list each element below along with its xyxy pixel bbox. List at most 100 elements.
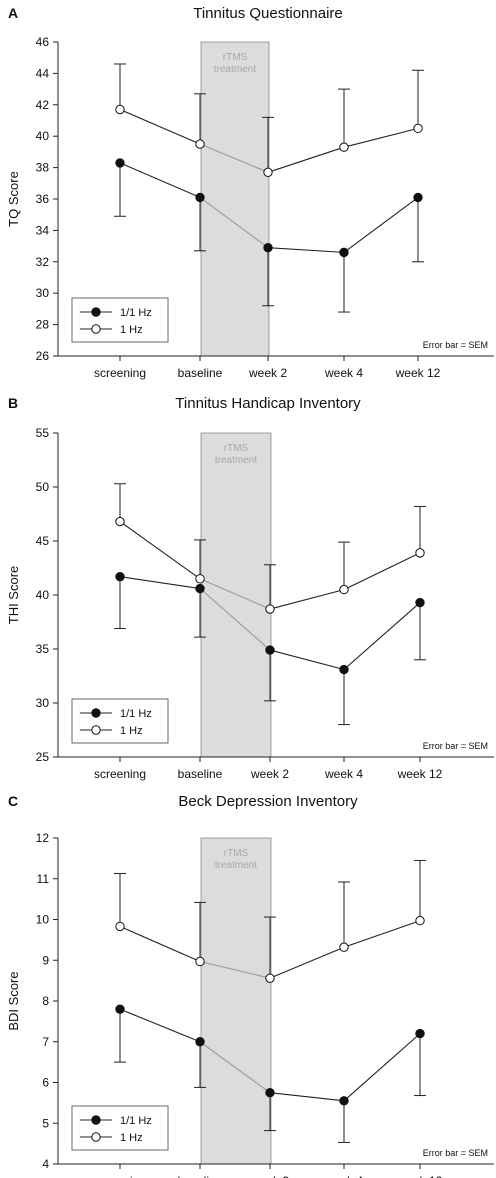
data-point: [265, 1087, 275, 1098]
data-point: [415, 597, 425, 608]
data-point: [415, 1028, 425, 1039]
y-tick-label: 4: [42, 1157, 49, 1171]
chart-title: Tinnitus Questionnaire: [193, 5, 343, 22]
y-tick-label: 38: [36, 161, 50, 175]
y-tick-label: 28: [36, 318, 50, 332]
series-line-segment: [199, 960, 271, 979]
y-tick-label: 26: [36, 349, 50, 363]
x-tick-label: screening: [94, 1174, 146, 1178]
y-tick-label: 30: [36, 286, 50, 300]
series-line-segment: [343, 196, 419, 253]
series-line-segment: [343, 552, 421, 591]
legend-label: 1/1 Hz: [120, 708, 152, 720]
x-tick-label: baseline: [178, 767, 223, 781]
chart-title: Beck Depression Inventory: [178, 793, 358, 810]
series-line-segment: [199, 588, 271, 651]
x-tick-label: week 4: [324, 767, 363, 781]
legend-box: [71, 297, 169, 343]
data-point: [115, 104, 125, 115]
treatment-label: rTMS: [224, 848, 249, 859]
y-tick-label: 45: [36, 534, 50, 548]
data-point: [195, 956, 205, 967]
series-line-segment: [199, 196, 269, 249]
treatment-label: treatment: [215, 455, 257, 466]
series-line-segment: [119, 925, 201, 962]
series-line-segment: [119, 1008, 201, 1043]
y-tick-label: 30: [36, 696, 50, 710]
data-point: [195, 139, 205, 149]
data-point: [413, 192, 423, 203]
treatment-label: treatment: [215, 860, 257, 871]
y-tick-label: 50: [36, 480, 50, 494]
y-tick-label: 25: [36, 750, 50, 764]
data-point: [413, 123, 423, 134]
series-line-segment: [269, 589, 345, 610]
legend-label: 1/1 Hz: [120, 1115, 152, 1127]
data-point: [415, 916, 425, 926]
data-point: [339, 584, 349, 595]
legend-box: [71, 698, 169, 744]
treatment-region: [200, 837, 272, 1165]
legend-marker: [91, 1115, 101, 1125]
series-line-segment: [269, 649, 345, 671]
x-tick-label: week 12: [397, 1174, 443, 1178]
y-tick-label: 46: [36, 35, 50, 49]
y-axis-label: BDI Score: [6, 971, 21, 1030]
data-point: [115, 1004, 125, 1014]
panel-label: B: [8, 395, 18, 411]
legend-marker: [91, 725, 101, 735]
legend-marker: [91, 324, 101, 334]
x-tick-label: week 4: [324, 1174, 363, 1178]
panel-label: A: [8, 5, 18, 21]
legend-marker: [91, 1132, 101, 1142]
legend-box: [71, 1105, 169, 1151]
y-tick-label: 42: [36, 98, 50, 112]
treatment-region: [200, 41, 270, 357]
data-point: [115, 516, 125, 527]
series-line-segment: [269, 1092, 345, 1102]
y-tick-label: 44: [36, 66, 50, 80]
series-line-segment: [269, 946, 345, 979]
panel-label: C: [8, 793, 18, 809]
series-line-segment: [119, 162, 201, 198]
y-tick-label: 32: [36, 255, 50, 269]
y-tick-label: 10: [36, 913, 50, 927]
y-tick-label: 36: [36, 192, 50, 206]
series-line-segment: [119, 109, 201, 145]
data-point: [115, 921, 125, 932]
series-line-segment: [343, 920, 421, 948]
error-bar-note: Error bar = SEM: [423, 340, 488, 350]
y-tick-label: 9: [42, 953, 49, 967]
y-tick-label: 11: [37, 872, 50, 886]
x-tick-label: screening: [94, 366, 146, 380]
data-point: [265, 973, 275, 983]
series-line-segment: [199, 578, 271, 610]
x-tick-label: screening: [94, 767, 146, 781]
x-tick-label: week 12: [397, 767, 443, 781]
panel-b: rTMS treatment 25 30 35 40 45 50 55 screening base…: [0, 390, 496, 784]
series-line-segment: [199, 1041, 271, 1094]
data-point: [115, 158, 125, 168]
y-axis-label: TQ Score: [6, 171, 21, 227]
treatment-region: [200, 432, 272, 758]
data-point: [265, 645, 275, 655]
legend-marker: [91, 708, 101, 718]
series-line-segment: [343, 127, 419, 148]
x-tick-label: week 2: [248, 366, 287, 380]
y-tick-label: 8: [42, 994, 49, 1008]
data-point: [339, 142, 349, 152]
y-tick-label: 40: [36, 588, 50, 602]
x-tick-label: week 2: [250, 1174, 289, 1178]
chart-title: Tinnitus Handicap Inventory: [175, 395, 361, 412]
series-line-segment: [343, 1033, 421, 1102]
data-point: [263, 242, 273, 253]
data-point: [265, 604, 275, 614]
data-point: [195, 192, 205, 203]
data-point: [339, 942, 349, 952]
legend-label: 1 Hz: [120, 324, 143, 336]
data-point: [339, 247, 349, 258]
data-point: [195, 583, 205, 594]
